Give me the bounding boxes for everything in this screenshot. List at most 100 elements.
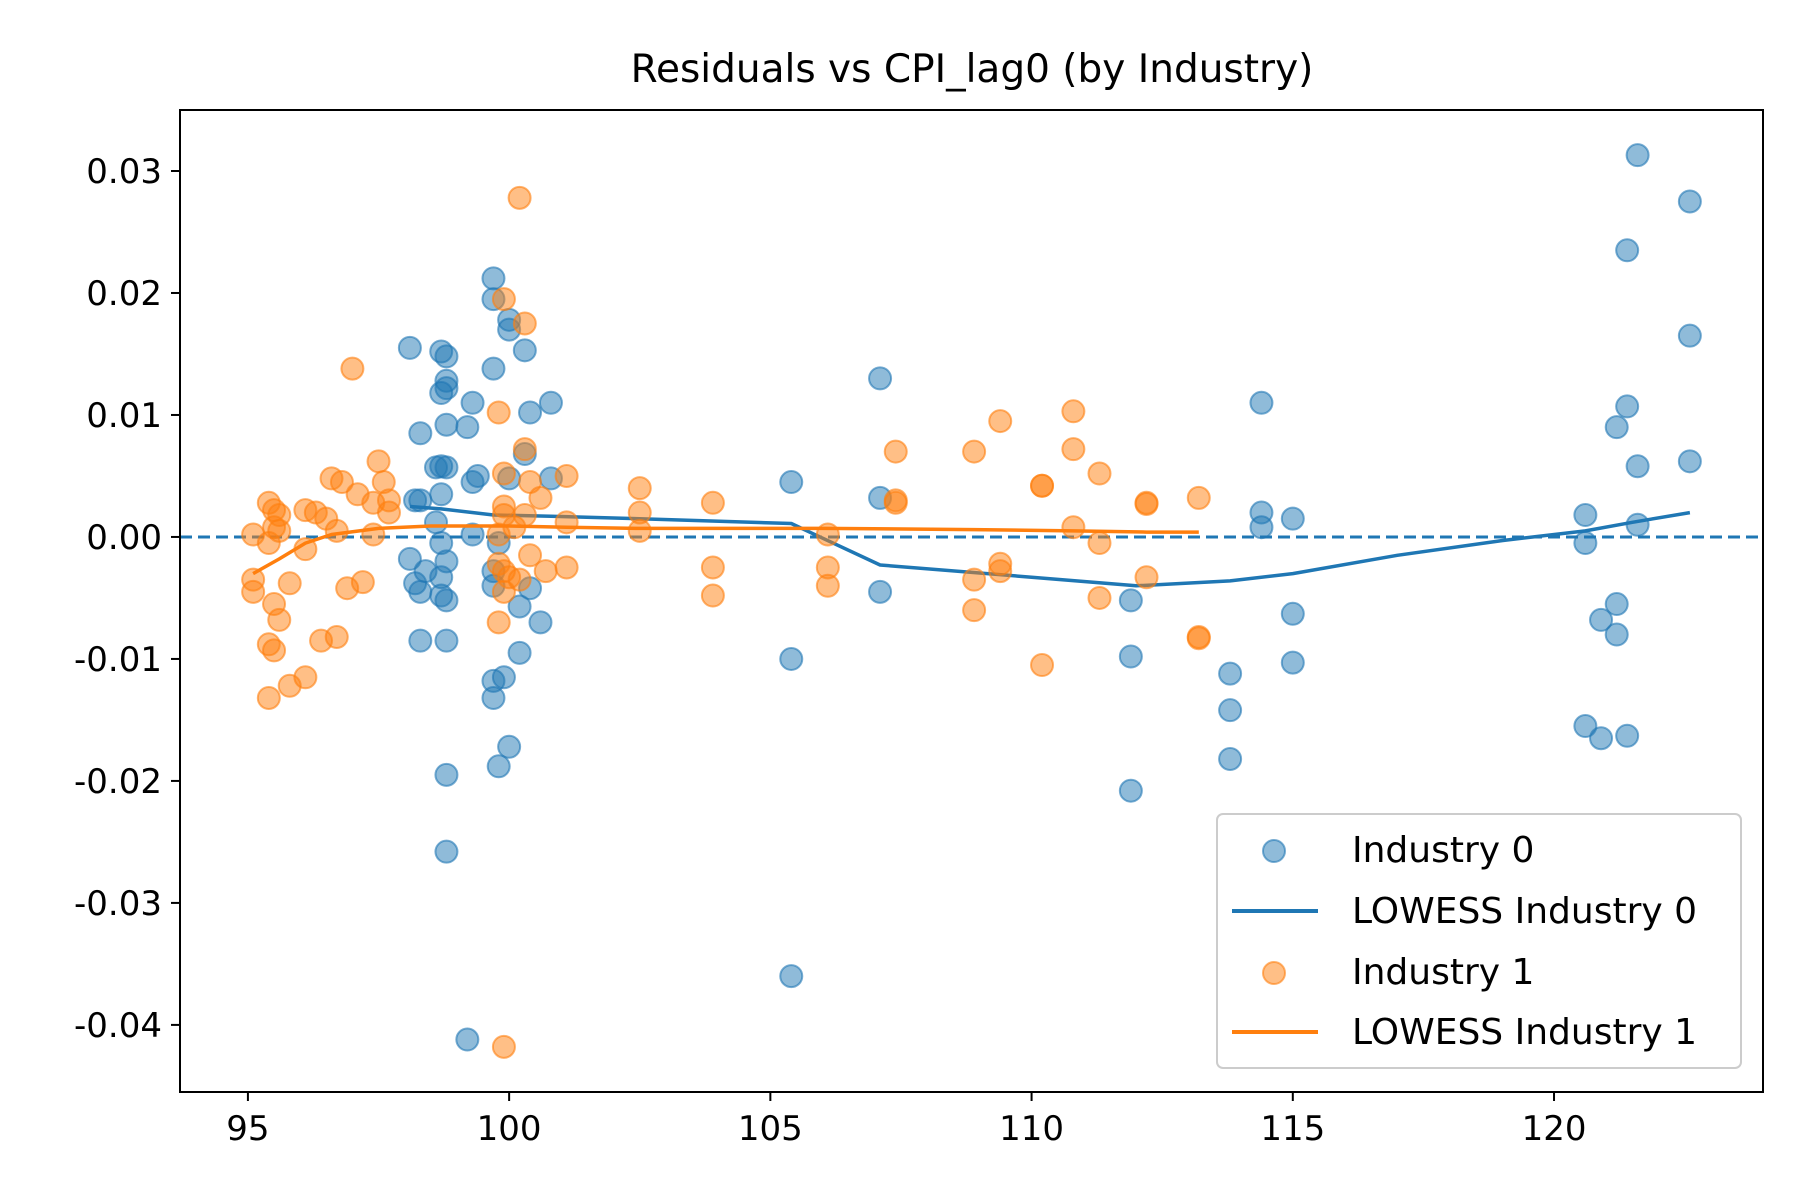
x-tick-label-2: 105 [738, 1109, 803, 1149]
point-industry-0-41 [481, 685, 506, 710]
point-industry-1-89 [1134, 492, 1159, 517]
point-industry-0-11 [434, 344, 459, 369]
point-industry-0-74 [1280, 650, 1305, 675]
point-industry-1-32 [366, 449, 391, 474]
point-industry-1-49 [507, 185, 532, 210]
point-industry-0-25 [434, 628, 459, 653]
point-industry-1-90 [1134, 565, 1159, 590]
point-industry-0-18 [429, 482, 454, 507]
point-industry-0-54 [528, 610, 553, 635]
point-industry-0-75 [1573, 502, 1598, 527]
plot-area [180, 143, 1763, 1059]
point-industry-0-43 [491, 665, 516, 690]
x-tick-label-4: 115 [1260, 1109, 1325, 1149]
y-tick-label-6: -0.03 [74, 884, 162, 924]
point-industry-1-69 [815, 573, 840, 598]
point-industry-1-84 [1061, 515, 1086, 540]
axes-frame [179, 109, 1764, 1093]
point-industry-0-26 [434, 762, 459, 787]
chart-title: Residuals vs CPI_lag0 (by Industry) [631, 47, 1314, 92]
x-tick-label-5: 120 [1522, 1109, 1587, 1149]
point-industry-0-78 [1589, 607, 1614, 632]
point-industry-0-3 [408, 421, 433, 446]
point-industry-1-73 [962, 439, 987, 464]
legend-label-industry-1: Industry 1 [1352, 952, 1534, 993]
point-industry-1-87 [1087, 585, 1112, 610]
point-industry-1-53 [512, 502, 537, 527]
point-industry-1-91 [1186, 485, 1211, 510]
point-industry-0-58 [779, 646, 804, 671]
point-industry-0-17 [434, 455, 459, 480]
point-industry-1-27 [340, 356, 365, 381]
point-industry-0-69 [1249, 390, 1274, 415]
point-industry-0-83 [1615, 238, 1640, 263]
legend-label-lowess-industry-0: LOWESS Industry 0 [1352, 891, 1697, 932]
point-industry-1-46 [491, 1034, 516, 1059]
point-industry-0-4 [408, 628, 433, 653]
point-industry-1-24 [324, 518, 349, 543]
legend-marker-industry-0 [1262, 839, 1286, 863]
point-industry-1-23 [324, 624, 349, 649]
point-industry-1-78 [988, 559, 1013, 584]
y-tick-label-7: -0.04 [74, 1006, 162, 1046]
point-industry-1-13 [267, 607, 292, 632]
point-industry-0-46 [497, 734, 522, 759]
point-industry-1-29 [350, 570, 375, 595]
plot-inner [180, 143, 1763, 1059]
point-industry-0-68 [1218, 746, 1243, 771]
point-industry-0-80 [1604, 415, 1629, 440]
point-industry-1-25 [329, 470, 354, 495]
point-industry-1-72 [883, 490, 908, 515]
point-industry-1-63 [627, 518, 652, 543]
point-industry-0-42 [486, 754, 511, 779]
point-industry-0-86 [1625, 143, 1650, 168]
point-industry-1-14 [277, 571, 302, 596]
point-industry-1-51 [512, 437, 537, 462]
point-industry-0-89 [1677, 189, 1702, 214]
point-industry-0-73 [1280, 601, 1305, 626]
point-industry-1-61 [627, 476, 652, 501]
point-industry-1-86 [1087, 531, 1112, 556]
point-industry-0-59 [779, 964, 804, 989]
point-industry-0-48 [512, 338, 537, 363]
x-tick-label-3: 110 [999, 1109, 1064, 1149]
y-tick-label-1: 0.02 [86, 274, 162, 314]
point-industry-1-35 [376, 500, 401, 525]
point-industry-0-51 [507, 594, 532, 619]
y-tick-label-3: 0.00 [86, 518, 162, 558]
y-tick-label-0: 0.03 [86, 152, 162, 192]
point-industry-0-71 [1249, 515, 1274, 540]
point-industry-0-29 [460, 390, 485, 415]
point-industry-1-45 [486, 610, 511, 635]
point-industry-0-55 [538, 390, 563, 415]
point-industry-1-9 [262, 638, 287, 663]
point-industry-0-49 [518, 400, 543, 425]
point-industry-1-38 [491, 461, 516, 486]
point-industry-0-5 [397, 546, 422, 571]
point-industry-0-87 [1625, 454, 1650, 479]
point-industry-1-2 [241, 579, 266, 604]
point-industry-0-34 [481, 266, 506, 291]
point-industry-0-27 [434, 839, 459, 864]
point-industry-0-28 [455, 415, 480, 440]
point-industry-0-85 [1615, 723, 1640, 748]
point-industry-1-12 [267, 518, 292, 543]
point-industry-1-80 [1030, 473, 1055, 498]
point-industry-0-76 [1573, 531, 1598, 556]
point-industry-1-56 [528, 485, 553, 510]
point-industry-0-88 [1625, 512, 1650, 537]
point-industry-0-52 [507, 640, 532, 665]
point-industry-0-91 [1677, 449, 1702, 474]
point-industry-0-31 [465, 463, 490, 488]
point-industry-0-32 [460, 522, 485, 547]
point-industry-0-63 [1118, 588, 1143, 613]
point-industry-0-67 [1218, 698, 1243, 723]
point-industry-1-81 [1030, 653, 1055, 678]
point-industry-1-18 [293, 665, 318, 690]
point-industry-1-58 [554, 463, 579, 488]
point-industry-1-36 [491, 287, 516, 312]
point-industry-0-66 [1218, 661, 1243, 686]
point-industry-1-66 [700, 583, 725, 608]
point-industry-0-15 [434, 412, 459, 437]
point-industry-0-62 [868, 579, 893, 604]
